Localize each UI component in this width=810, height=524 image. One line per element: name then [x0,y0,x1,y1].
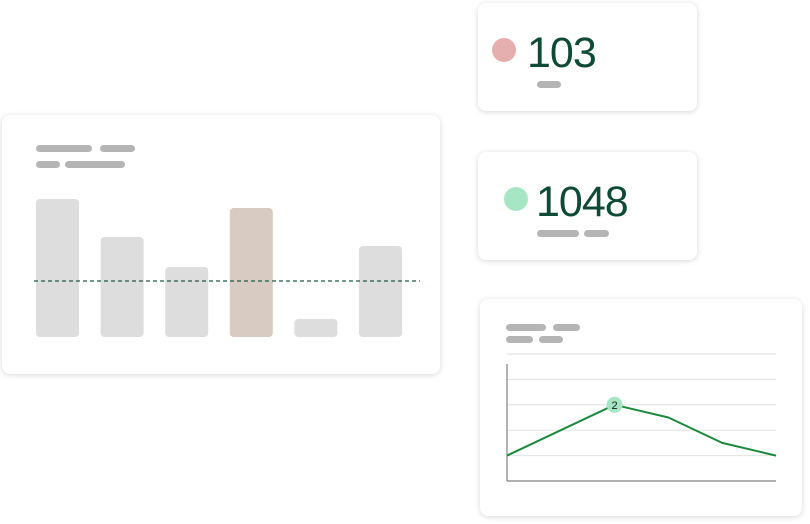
chart-title-placeholder [100,145,135,152]
stat-indicator-dot [504,187,528,211]
series-line [506,403,777,457]
stat-caption-placeholder [537,81,561,88]
bar-chart [34,199,420,337]
chart-subtitle-placeholder [539,336,563,343]
bar [36,199,79,337]
bar-chart-card [2,115,440,374]
stat-indicator-dot [492,38,516,62]
chart-subtitle-placeholder [506,336,533,343]
bar [165,267,209,337]
chart-subtitle-placeholder [65,161,125,168]
bar [229,208,273,337]
highlight-point [606,396,623,413]
bar [100,237,144,337]
stat-value: 103 [527,29,597,77]
stat-caption-placeholder [537,230,579,237]
stat-value: 1048 [536,178,629,226]
stat-card-1: 103 [478,3,697,111]
line-chart: 2 [506,353,777,482]
stat-caption-placeholder [584,230,609,237]
line-chart-card: 2 [480,299,802,516]
chart-subtitle-placeholder [36,161,60,168]
highlight-label: 2 [612,400,618,412]
chart-title-placeholder [553,324,580,331]
bar [359,246,402,337]
chart-title-placeholder [506,324,546,331]
chart-title-placeholder [36,145,92,152]
bar [294,319,338,337]
stat-card-2: 1048 [478,152,697,260]
